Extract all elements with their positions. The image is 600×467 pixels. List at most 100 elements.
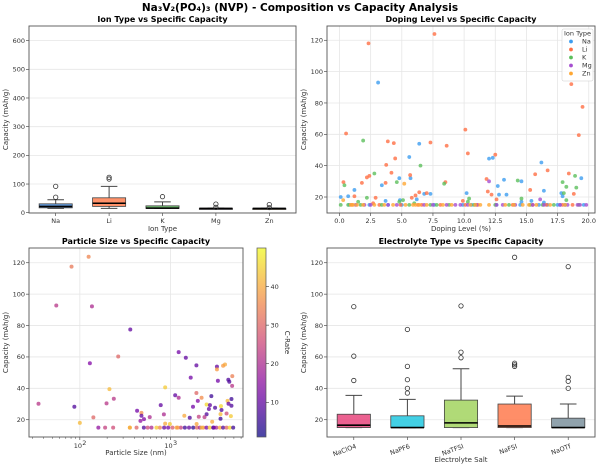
legend-label-Mg: Mg — [582, 62, 592, 70]
outlier-point — [565, 264, 571, 270]
point — [191, 404, 196, 409]
point-Li — [344, 131, 348, 136]
point — [170, 425, 175, 430]
point — [167, 421, 172, 426]
point-Zn — [441, 202, 445, 207]
point-Na — [487, 156, 491, 161]
point-K — [418, 163, 423, 168]
point — [230, 383, 235, 388]
outlier-point — [404, 377, 410, 383]
y-tick-label: 200 — [13, 152, 25, 160]
point-Na — [579, 176, 584, 181]
point — [187, 415, 192, 420]
y-tick-label: 60 — [315, 131, 323, 139]
box-NaOTf — [551, 417, 586, 428]
point — [199, 395, 204, 400]
point-Li — [485, 189, 490, 194]
point-Na — [376, 80, 381, 85]
point-Li — [373, 195, 378, 200]
axes-frame — [28, 247, 244, 438]
y-tick-label: 80 — [17, 322, 25, 330]
point — [142, 417, 147, 422]
x-tick-label: K — [160, 217, 165, 225]
point-Mg — [530, 202, 535, 207]
outlier-point — [404, 326, 410, 333]
y-tick-label: 20 — [315, 416, 323, 424]
x-tick-label: Zn — [265, 217, 274, 225]
point-K — [407, 202, 412, 207]
x-axis-label: Electrolyte Salt — [434, 456, 487, 464]
point — [157, 425, 162, 430]
point-Zn — [527, 202, 531, 207]
point-Mg — [487, 179, 491, 184]
point-Li — [545, 168, 550, 173]
legend-marker-Li — [569, 47, 573, 52]
subplot-ion: 0 100 200 300 400 500 600 Na Li K Mg Zn Ion Type vs … — [2, 15, 297, 233]
point — [104, 401, 109, 406]
y-tick-label: 20 — [315, 193, 323, 201]
outlier-point — [106, 176, 112, 182]
box-NaPF6 — [390, 415, 425, 428]
x-tick-label: 2.5 — [365, 217, 375, 225]
point-Li — [571, 191, 576, 196]
point-Na — [519, 199, 524, 204]
point-Zn — [468, 202, 473, 207]
point-Li — [413, 193, 418, 198]
point-Li — [367, 173, 372, 178]
legend-marker-K — [569, 55, 573, 60]
axes-frame — [28, 25, 297, 214]
point-Mg — [458, 202, 463, 207]
colorbar — [256, 247, 267, 438]
point-Li — [463, 127, 468, 132]
point — [214, 367, 219, 372]
point — [175, 425, 180, 430]
colorbar-label: C-Rate — [283, 331, 291, 354]
point — [196, 414, 201, 419]
point-K — [372, 171, 377, 176]
point-Li — [528, 188, 533, 192]
point-Na — [428, 191, 433, 196]
point — [154, 425, 159, 430]
colorbar-tick-label: 20 — [271, 360, 279, 368]
x-tick-label: NaClO4 — [332, 442, 358, 458]
x-tick-label: 17.5 — [550, 217, 564, 225]
point-Li — [389, 170, 394, 175]
point-K — [467, 196, 472, 201]
point — [77, 420, 82, 425]
legend-marker-Na — [569, 39, 573, 44]
point — [116, 354, 121, 359]
outlier-point — [351, 377, 357, 384]
point-Zn — [382, 202, 387, 207]
point — [226, 401, 231, 406]
point-Zn — [520, 202, 525, 207]
y-tick-label: 400 — [13, 94, 25, 102]
point-Zn — [361, 202, 366, 207]
point-K — [401, 198, 405, 203]
point — [141, 425, 146, 430]
x-tick-label: 10 — [74, 442, 82, 450]
subplot-title: Electrolyte Type vs Specific Capacity — [379, 237, 545, 246]
point — [210, 419, 215, 424]
point-Na — [338, 195, 343, 199]
plot-area — [336, 254, 586, 429]
outlier-point — [404, 363, 410, 369]
point-Li — [570, 202, 575, 207]
point-K — [564, 184, 569, 189]
x-axis-label: Doping Level (%) — [431, 225, 491, 233]
y-tick-label: 60 — [315, 353, 323, 361]
point — [230, 374, 235, 379]
point — [199, 425, 204, 430]
point-Li — [489, 192, 494, 197]
axes-frame — [326, 25, 596, 214]
point-Zn — [503, 202, 508, 207]
y-tick-label: 60 — [17, 353, 25, 361]
point-K — [465, 199, 470, 204]
x-tick-label: Li — [106, 217, 112, 225]
axes-frame — [326, 247, 596, 438]
point — [138, 418, 143, 423]
x-axis-label: Particle Size (nm) — [105, 449, 167, 457]
outlier-point — [511, 360, 518, 366]
point-Li — [341, 180, 346, 185]
point-Mg — [453, 202, 458, 207]
